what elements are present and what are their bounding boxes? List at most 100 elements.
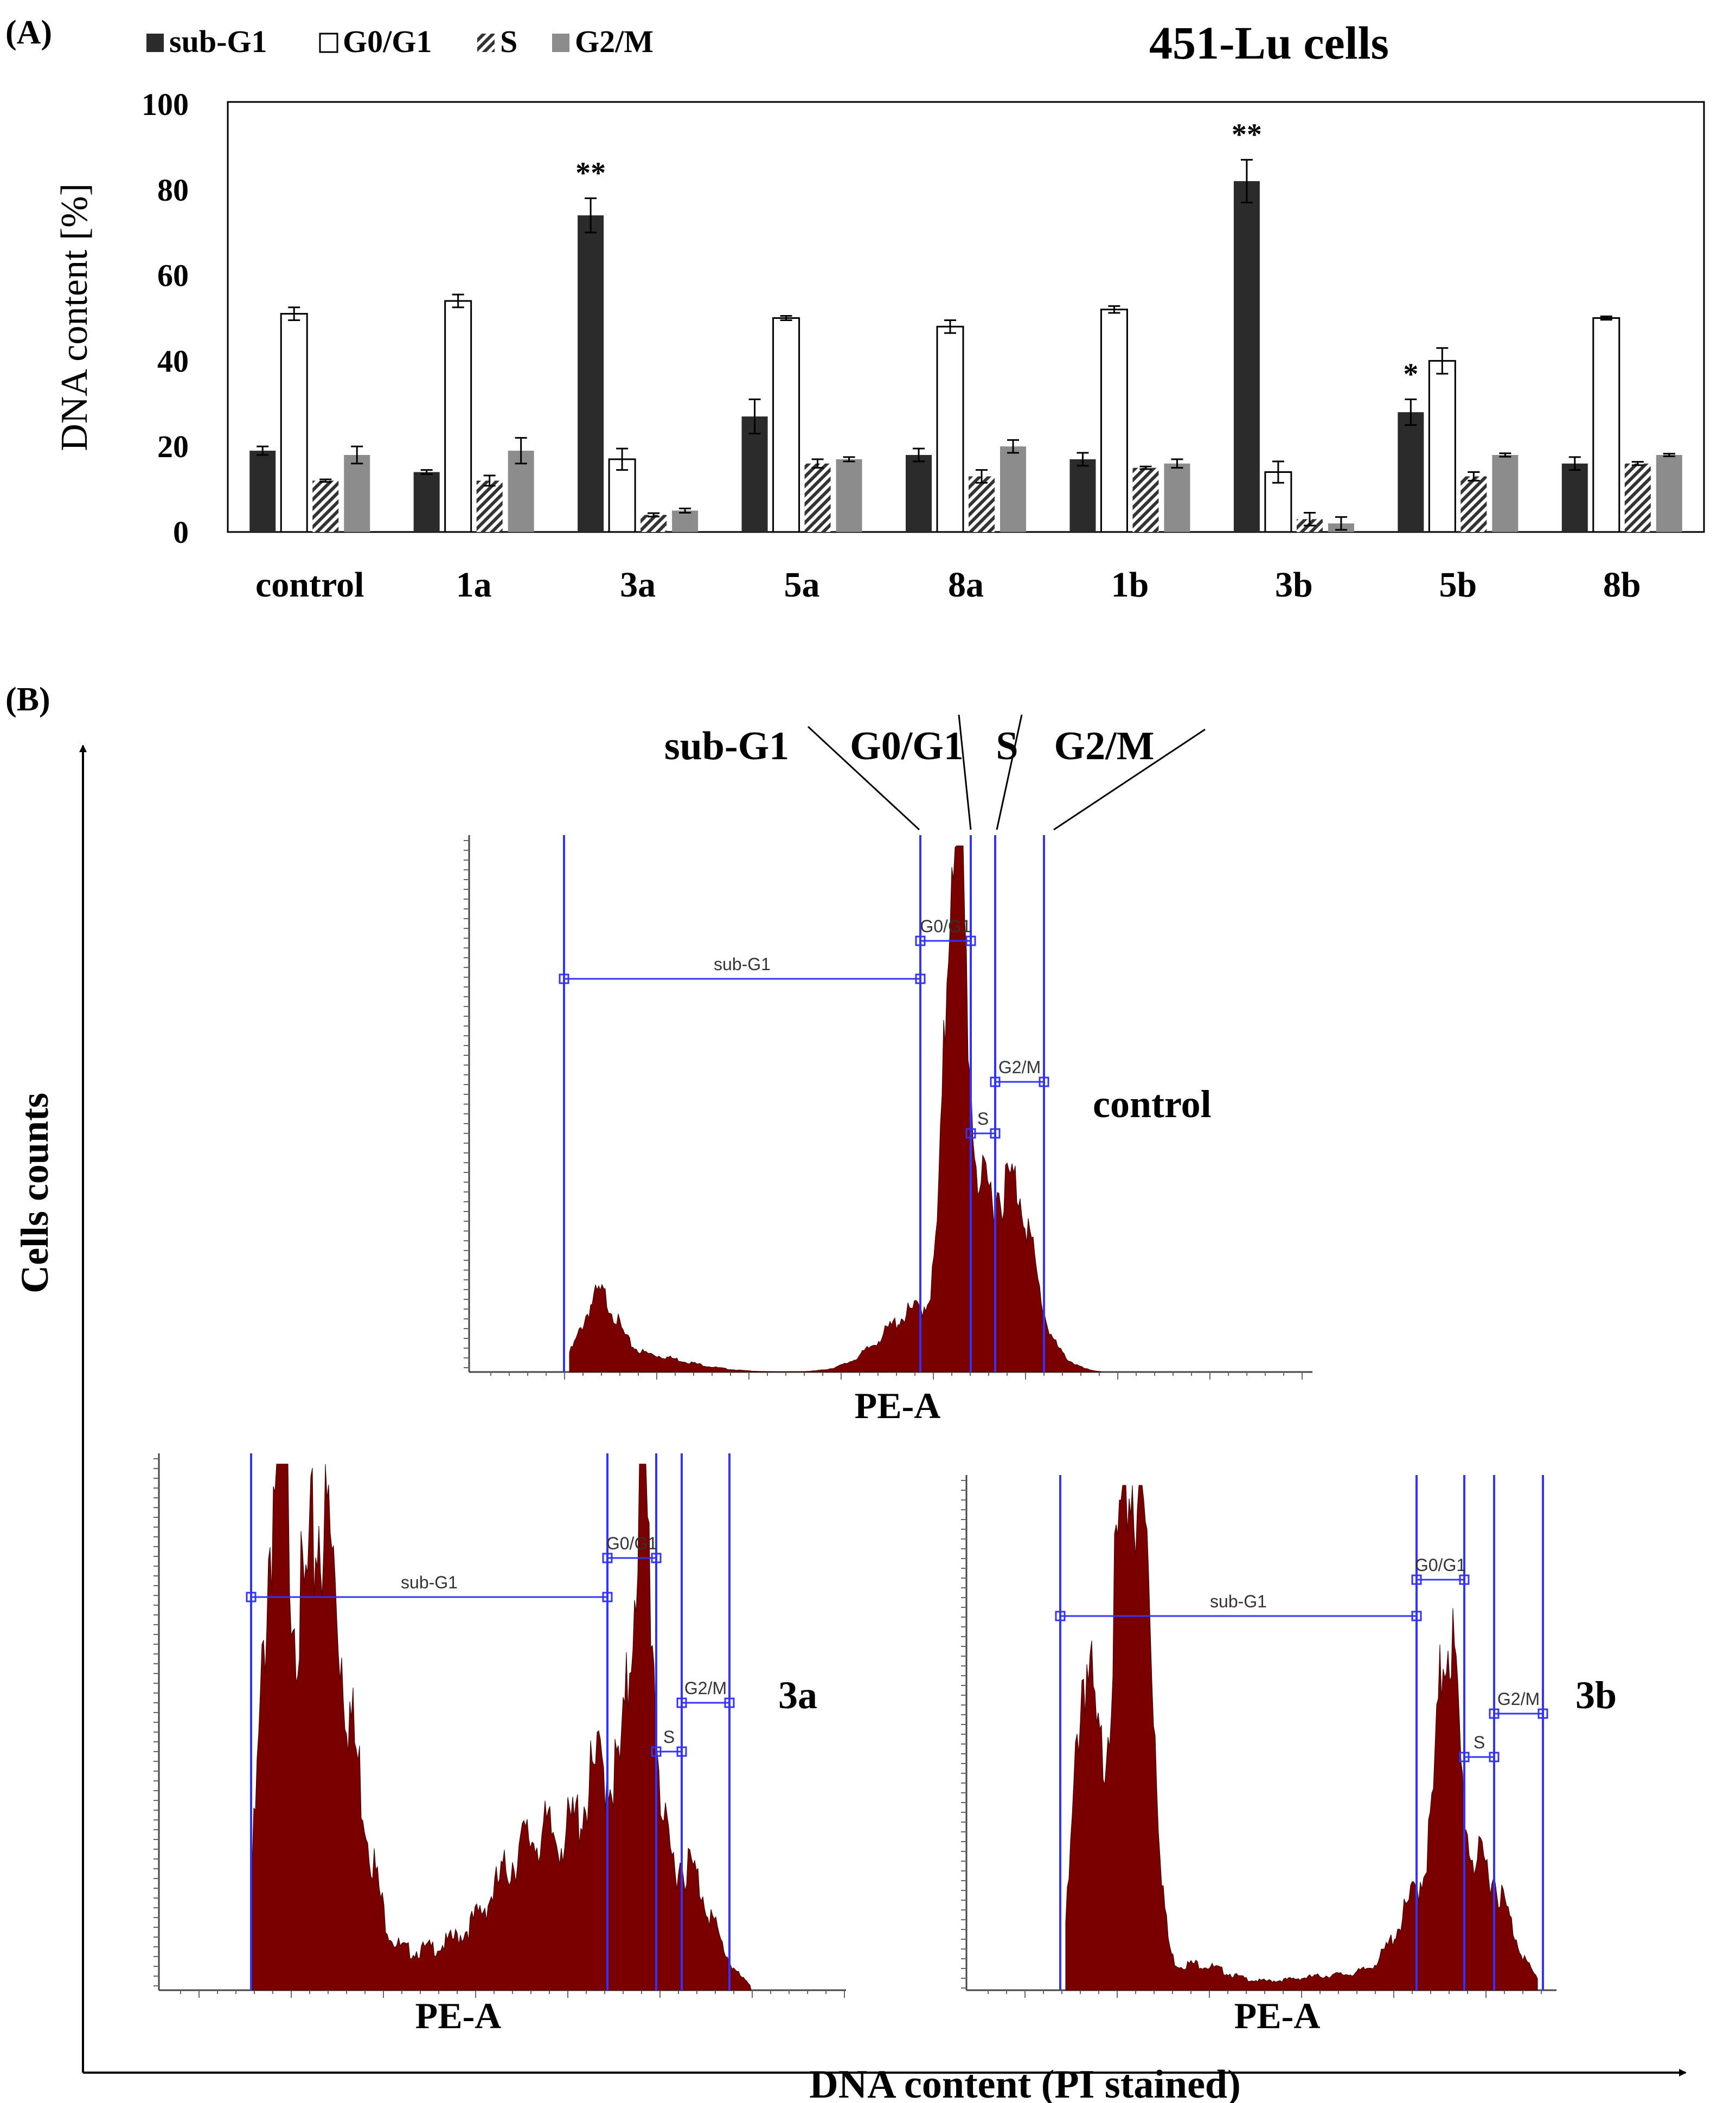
bar-5b-s xyxy=(1460,476,1487,532)
error-bar-5a-g0g1 xyxy=(780,315,792,321)
cells-counts-label: Cells counts xyxy=(13,1093,56,1293)
error-bar-8b-g0g1 xyxy=(1600,315,1612,321)
bar-3a-subg1 xyxy=(578,215,604,532)
error-bar-5a-s xyxy=(811,458,824,469)
error-bar-3b-s xyxy=(1303,511,1316,527)
gate-label-g0g1: G0/G1 xyxy=(606,1534,657,1553)
error-bar-3b-g2m xyxy=(1335,516,1347,531)
legend-swatch-g0g1 xyxy=(319,33,338,53)
legend-swatch-s xyxy=(477,34,495,52)
error-bar-3a-g0g1 xyxy=(616,447,629,471)
histogram-3a: sub-G1 G0/G1 S G2/M 3a PE-A xyxy=(153,1453,846,2036)
plot-area xyxy=(227,101,1705,533)
x-label-3a: 3a xyxy=(620,565,656,605)
error-bar-8a-g0g1 xyxy=(944,319,956,334)
histogram-area xyxy=(252,1464,752,1991)
error-bar-1a-s xyxy=(483,475,496,487)
legend-label-g0g1: G0/G1 xyxy=(343,24,432,59)
error-bar-control-s xyxy=(319,478,332,483)
gate-g0g1: G0/G1 xyxy=(915,916,976,946)
y-tick-100: 100 xyxy=(142,87,189,122)
bar-5b-subg1 xyxy=(1398,412,1424,532)
significance-3a: ** xyxy=(575,157,606,190)
error-bar-8a-s xyxy=(976,469,988,484)
error-bar-3b-subg1 xyxy=(1240,159,1253,203)
error-bar-1b-g2m xyxy=(1171,458,1183,469)
x-label-8a: 8a xyxy=(948,565,984,605)
phase-pointer-g2m xyxy=(1053,728,1206,831)
gate-label-g2m: G2/M xyxy=(684,1678,727,1698)
error-bar-1b-subg1 xyxy=(1077,452,1089,467)
bar-control-s xyxy=(312,480,339,532)
error-bar-8a-g2m xyxy=(1007,439,1019,454)
histogram-xlabel: PE-A xyxy=(415,1995,502,2036)
y-axis-ticks: 0 20 40 60 80 100 xyxy=(142,87,189,550)
x-label-3b: 3b xyxy=(1275,565,1313,605)
gate-lines xyxy=(563,835,1045,1372)
x-label-control: control xyxy=(255,565,364,605)
legend-swatch-g2m xyxy=(552,34,569,52)
phase-pointer-subg1 xyxy=(807,726,920,831)
histogram-label: 3a xyxy=(778,1674,817,1717)
error-bar-5a-subg1 xyxy=(748,398,761,435)
error-bar-8a-subg1 xyxy=(913,447,925,463)
histogram-area xyxy=(569,845,1102,1373)
bar-5b-g2m xyxy=(1492,454,1519,532)
legend-label-g2m: G2/M xyxy=(575,24,654,59)
x-label-1a: 1a xyxy=(456,565,492,605)
error-bar-8b-s xyxy=(1631,461,1644,466)
y-axis-label: DNA content [%] xyxy=(54,183,95,451)
phase-pointer-s xyxy=(996,714,1023,830)
dna-content-label: DNA content (PI stained) xyxy=(809,2062,1240,2103)
error-bar-1b-g0g1 xyxy=(1108,305,1120,314)
gate-s: S xyxy=(651,1727,687,1757)
bar-1b-g2m xyxy=(1164,463,1190,532)
error-bar-8b-subg1 xyxy=(1568,456,1581,471)
gate-g2m: G2/M xyxy=(1489,1689,1548,1719)
error-bar-1b-s xyxy=(1139,465,1152,470)
error-bar-control-subg1 xyxy=(257,445,269,456)
bar-5a-g2m xyxy=(836,459,862,532)
gate-g0g1: G0/G1 xyxy=(1411,1555,1470,1585)
legend-label-s: S xyxy=(500,24,517,59)
bar-8b-s xyxy=(1624,463,1651,532)
bar-8a-g0g1 xyxy=(936,325,964,533)
x-label-8b: 8b xyxy=(1603,565,1641,605)
error-bar-1a-subg1 xyxy=(420,469,433,475)
panel-a-label: (A) xyxy=(5,14,52,51)
gate-label-g0g1: G0/G1 xyxy=(1415,1555,1466,1575)
histogram-label: control xyxy=(1093,1082,1212,1126)
bar-5a-s xyxy=(804,463,831,532)
bar-8a-subg1 xyxy=(906,454,932,532)
x-label-5b: 5b xyxy=(1439,565,1477,605)
bar-1a-s xyxy=(476,480,503,532)
bar-control-subg1 xyxy=(249,451,276,532)
gate-label-s: S xyxy=(977,1109,989,1129)
bars: ***** xyxy=(249,118,1682,533)
error-bar-5a-g2m xyxy=(843,456,855,463)
gate-s: S xyxy=(965,1109,1001,1139)
phase-header-g2m: G2/M xyxy=(1054,724,1155,768)
gate-s: S xyxy=(1459,1733,1500,1762)
y-tick-80: 80 xyxy=(157,172,189,208)
bar-8b-g0g1 xyxy=(1592,317,1620,533)
gate-label-subg1: sub-G1 xyxy=(401,1573,458,1592)
y-tick-20: 20 xyxy=(157,429,189,464)
error-bar-8b-g2m xyxy=(1663,453,1675,457)
x-label-1b: 1b xyxy=(1111,565,1149,605)
bar-1b-s xyxy=(1132,467,1159,532)
bar-3b-subg1 xyxy=(1233,181,1260,532)
error-bar-3a-g2m xyxy=(679,508,691,514)
histogram-3b: sub-G1 G0/G1 S G2/M 3b PE-A xyxy=(961,1475,1617,2036)
chart-title: 451-Lu cells xyxy=(1149,17,1389,69)
error-bar-3a-s xyxy=(648,512,660,518)
bar-3a-g2m xyxy=(672,510,699,532)
error-bar-5b-g0g1 xyxy=(1436,347,1449,375)
bar-8a-s xyxy=(969,476,995,532)
bar-1a-g0g1 xyxy=(444,300,472,533)
legend-label-subg1: sub-G1 xyxy=(169,24,267,59)
bar-1b-subg1 xyxy=(1069,459,1096,532)
significance-3b: ** xyxy=(1232,118,1262,152)
error-bar-5b-subg1 xyxy=(1405,398,1417,426)
gate-lines xyxy=(250,1453,731,1990)
